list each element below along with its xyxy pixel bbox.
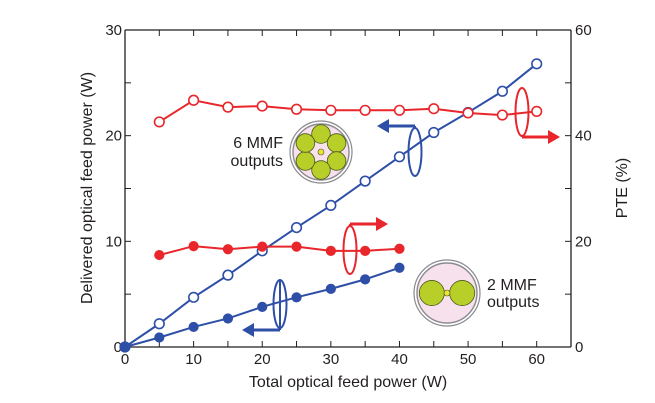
series-6-mmf-pte [153, 94, 543, 128]
fiber-core [326, 133, 347, 153]
data-point [188, 321, 199, 333]
data-point [531, 58, 543, 70]
data-point [290, 221, 303, 234]
arrow-left-icon [377, 119, 389, 133]
fiber-core [449, 280, 476, 306]
data-point [428, 103, 440, 115]
fiber-center-core [317, 148, 325, 156]
x-tick-label: 40 [391, 351, 408, 368]
data-point [256, 100, 268, 112]
fiber-core [418, 280, 445, 306]
data-point [531, 105, 543, 117]
data-point [222, 244, 234, 255]
y-axis-title: Delivered optical feed power (W) [79, 72, 96, 304]
data-point [257, 301, 268, 312]
data-point [153, 318, 165, 330]
fiber-core [311, 124, 331, 144]
indicator-ellipse [407, 127, 423, 177]
x-tick-label: 10 [185, 351, 202, 368]
data-point [359, 104, 371, 116]
series-line [159, 245, 400, 257]
x-axis-title: Total optical feed power (W) [249, 374, 447, 391]
inset-2mmf-label-line2: outputs [487, 294, 539, 311]
indicator-6mmf-power [377, 119, 423, 177]
y2-tick-label: 20 [575, 233, 592, 250]
y-tick-label: 20 [105, 128, 122, 145]
inset-6mmf-label-line2: outputs [231, 153, 283, 170]
data-point [291, 292, 302, 303]
y2-axis-title: PTE (%) [614, 158, 631, 218]
series-line [158, 99, 537, 123]
x-tick-label: 60 [528, 351, 545, 368]
x-tick-label: 30 [323, 351, 340, 368]
arrow-left-icon [242, 323, 254, 337]
data-point [394, 262, 405, 273]
data-point [496, 109, 508, 121]
data-point [428, 126, 440, 139]
fiber-6mmf-inset [289, 120, 353, 184]
data-point [360, 245, 371, 256]
fiber-center-core [443, 289, 451, 297]
fiber-core [295, 133, 316, 153]
x-tick-label: 0 [121, 351, 129, 368]
y2-tick-label: 60 [575, 22, 592, 39]
data-point [393, 104, 406, 116]
y-tick-label: 30 [105, 22, 122, 39]
data-point [325, 245, 336, 256]
data-point [291, 241, 302, 252]
fiber-insets [289, 120, 481, 327]
series-2-mmf-pte [154, 240, 405, 261]
y2-tick-label: 40 [575, 128, 592, 145]
data-point [222, 313, 234, 324]
data-point [257, 241, 268, 252]
data-point [188, 94, 200, 106]
fiber-core [326, 151, 347, 171]
fiber-core [311, 160, 331, 180]
axis-indicators [242, 87, 560, 337]
data-point [154, 332, 165, 343]
data-point [290, 103, 303, 115]
y2-tick-label: 0 [575, 339, 583, 356]
data-point [222, 101, 234, 113]
data-point [360, 274, 371, 285]
data-point [462, 107, 474, 119]
x-tick-label: 20 [254, 351, 271, 368]
data-point [496, 85, 508, 97]
series-layer [119, 58, 543, 353]
data-point [325, 283, 336, 294]
arrow-right-icon [548, 130, 560, 144]
data-point [154, 249, 165, 261]
data-point [325, 104, 337, 116]
data-point [394, 243, 405, 254]
series-6-mmf-delivered-power [119, 58, 543, 353]
inset-2mmf-label-line1: 2 MMF [487, 277, 537, 294]
data-point [153, 116, 165, 128]
data-point [119, 341, 131, 353]
data-point [188, 240, 199, 252]
fiber-2mmf-inset [413, 259, 481, 327]
y-tick-label: 10 [105, 233, 122, 250]
ticks: 0 10 20 30 40 50 60 0 10 20 30 0 20 40 60 [105, 22, 591, 368]
data-point [393, 151, 406, 163]
data-point [188, 291, 200, 303]
y-tick-label: 0 [114, 339, 122, 356]
data-point [325, 199, 337, 212]
inset-6mmf-label-line1: 6 MMF [233, 135, 283, 152]
x-tick-label: 50 [460, 351, 477, 368]
indicator-2mmf-pte [342, 217, 388, 275]
data-point [359, 175, 371, 187]
fiber-core [295, 151, 316, 171]
arrow-right-icon [376, 217, 388, 231]
data-point [222, 269, 234, 281]
series-2-mmf-delivered-power [119, 262, 405, 353]
